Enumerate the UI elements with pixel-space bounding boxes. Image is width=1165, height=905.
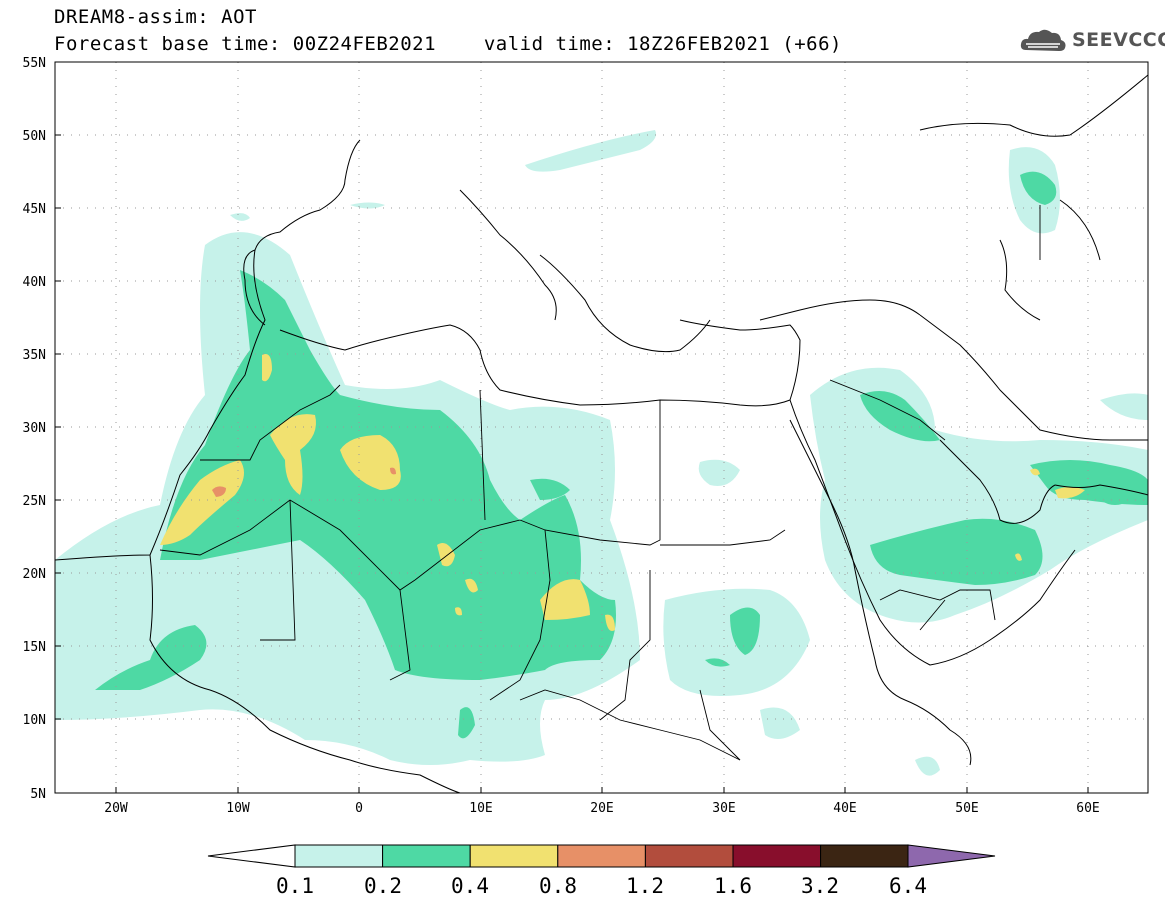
valid-time: valid time: 18Z26FEB2021 (+66) (483, 33, 842, 55)
lat-label: 30N (23, 421, 46, 436)
colorbar-cell (820, 844, 909, 868)
lat-label: 55N (23, 56, 46, 71)
coastlines (55, 74, 1148, 793)
lon-label: 10E (469, 801, 492, 816)
colorbar-label: 0.2 (364, 874, 402, 898)
lat-label: 50N (23, 129, 46, 144)
colorbar-label: 1.6 (714, 874, 752, 898)
lon-label: 20W (104, 801, 128, 816)
colorbar-cell (644, 844, 734, 868)
lat-label: 10N (23, 713, 46, 728)
lon-label: 60E (1076, 801, 1099, 816)
colorbar-cell (382, 844, 471, 868)
lon-label: 10W (226, 801, 250, 816)
aot-field (55, 130, 1148, 776)
lat-label: 40N (23, 275, 46, 290)
colorbar-cell (294, 844, 384, 868)
colorbar-label: 0.4 (451, 874, 489, 898)
lon-label: 40E (833, 801, 856, 816)
lat-label: 15N (23, 640, 46, 655)
colorbar-label: 1.2 (626, 874, 664, 898)
colorbar-label: 0.8 (539, 874, 577, 898)
colorbar-label: 6.4 (889, 874, 927, 898)
colorbar-low-arrow (207, 844, 296, 868)
colorbar-label: 0.1 (276, 874, 314, 898)
colorbar-label: 3.2 (801, 874, 839, 898)
lat-label: 25N (23, 494, 46, 509)
lon-label: 50E (955, 801, 978, 816)
colorbar: 0.1 0.2 0.4 0.8 1.2 1.6 3.2 6.4 (207, 844, 996, 898)
forecast-times: Forecast base time: 00Z24FEB2021 valid t… (54, 33, 842, 55)
lat-label: 35N (23, 348, 46, 363)
lat-label: 5N (30, 787, 46, 802)
borders (159, 205, 1041, 761)
colorbar-cell (557, 844, 646, 868)
tick-marks (55, 61, 1089, 793)
map-title: DREAM8-assim: AOT (54, 6, 257, 28)
forecast-base-time: Forecast base time: 00Z24FEB2021 (54, 33, 437, 55)
colorbar-cell (469, 844, 559, 868)
colorbar-high-arrow (907, 844, 996, 868)
colorbar-cell (732, 844, 822, 868)
cloud-icon (1020, 29, 1066, 51)
logo-text: SEEVCCC (1072, 29, 1165, 51)
lon-label: 30E (712, 801, 735, 816)
seevccc-logo: SEEVCCC (1018, 24, 1165, 58)
lon-label: 20E (590, 801, 613, 816)
lat-label: 20N (23, 567, 46, 582)
lat-label: 45N (23, 202, 46, 217)
lon-label: 0 (355, 801, 363, 816)
